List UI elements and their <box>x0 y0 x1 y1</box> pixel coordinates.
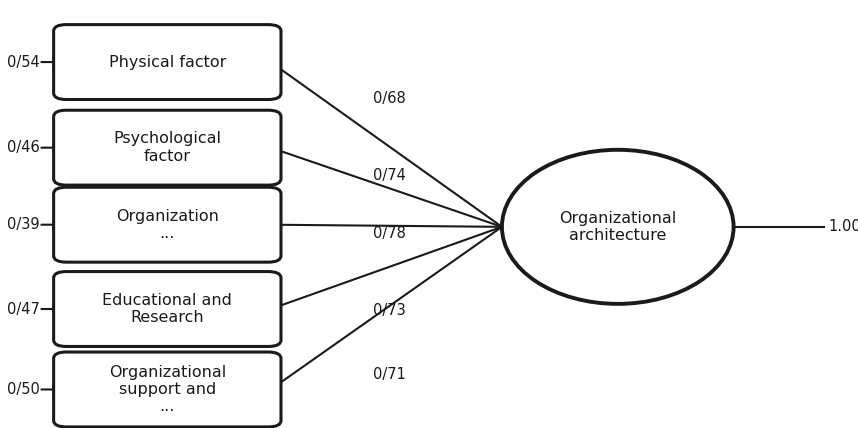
Text: 0/46: 0/46 <box>7 140 39 155</box>
FancyBboxPatch shape <box>54 187 281 262</box>
Text: Educational and
Research: Educational and Research <box>102 293 233 325</box>
Text: 0/68: 0/68 <box>373 91 406 106</box>
Text: Organization
...: Organization ... <box>116 208 219 241</box>
Text: 0/54: 0/54 <box>7 54 39 70</box>
Text: Organizational
support and
...: Organizational support and ... <box>109 365 226 414</box>
Text: 1.00: 1.00 <box>828 219 858 235</box>
Text: 0/74: 0/74 <box>373 168 406 183</box>
Ellipse shape <box>502 150 734 304</box>
FancyBboxPatch shape <box>54 25 281 100</box>
Text: Organizational
architecture: Organizational architecture <box>559 211 676 243</box>
Text: 0/71: 0/71 <box>373 367 406 382</box>
FancyBboxPatch shape <box>54 110 281 185</box>
Text: 0/39: 0/39 <box>7 217 39 232</box>
Text: 0/50: 0/50 <box>7 382 39 397</box>
FancyBboxPatch shape <box>54 272 281 347</box>
Text: 0/78: 0/78 <box>373 226 406 241</box>
Text: 0/73: 0/73 <box>373 303 406 318</box>
Text: Physical factor: Physical factor <box>109 54 226 70</box>
Text: Psychological
factor: Psychological factor <box>113 131 221 164</box>
FancyBboxPatch shape <box>54 352 281 427</box>
Text: 0/47: 0/47 <box>7 301 39 317</box>
